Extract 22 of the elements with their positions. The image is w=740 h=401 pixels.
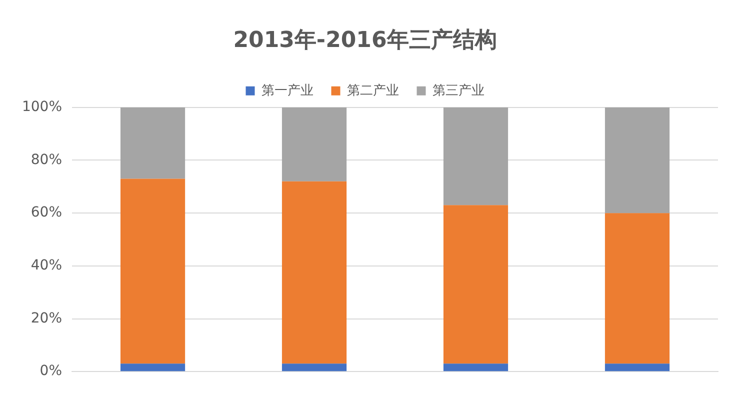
y-tick-label: 0%: [40, 363, 62, 380]
y-tick-label: 60%: [30, 204, 62, 221]
bar: [282, 364, 347, 372]
legend-label: 第三产业: [432, 83, 484, 98]
chart-title: 2013年-2016年三产结构: [233, 26, 497, 53]
legend-label: 第二产业: [346, 83, 399, 98]
bar: [604, 213, 670, 364]
bar: [120, 178, 186, 364]
bar: [604, 107, 670, 214]
legend-label: 第一产业: [261, 83, 314, 98]
bar: [282, 181, 347, 364]
y-tick-label: 20%: [30, 310, 62, 326]
bar: [282, 107, 347, 182]
bar: [443, 364, 508, 372]
bar: [604, 364, 670, 372]
bar: [443, 107, 508, 206]
bar: [443, 205, 508, 364]
bar: [120, 364, 186, 372]
y-tick-label: 80%: [30, 152, 62, 168]
y-tick-label: 40%: [30, 258, 62, 274]
y-tick-label: 100%: [22, 99, 62, 116]
bar: [120, 107, 186, 179]
